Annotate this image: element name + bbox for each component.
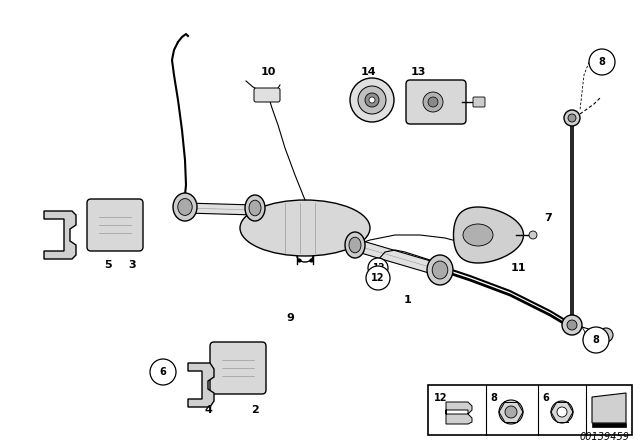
- Bar: [592, 423, 626, 427]
- Circle shape: [366, 266, 390, 290]
- FancyBboxPatch shape: [210, 342, 266, 394]
- Text: 12: 12: [434, 393, 447, 403]
- Text: 1: 1: [404, 295, 412, 305]
- Polygon shape: [592, 393, 626, 423]
- Circle shape: [423, 92, 443, 112]
- Circle shape: [564, 110, 580, 126]
- Circle shape: [428, 97, 438, 107]
- Polygon shape: [454, 207, 524, 263]
- Polygon shape: [446, 402, 472, 424]
- Ellipse shape: [249, 200, 261, 216]
- Ellipse shape: [529, 231, 537, 239]
- Circle shape: [499, 400, 523, 424]
- Text: 12: 12: [372, 263, 384, 272]
- Polygon shape: [188, 363, 214, 407]
- Ellipse shape: [173, 193, 197, 221]
- Text: 6: 6: [159, 367, 166, 377]
- Text: 2: 2: [251, 405, 259, 415]
- Polygon shape: [185, 203, 255, 215]
- Text: 5: 5: [104, 260, 112, 270]
- Circle shape: [557, 407, 567, 417]
- Text: 12: 12: [371, 273, 385, 283]
- Circle shape: [599, 328, 613, 342]
- Circle shape: [358, 86, 386, 114]
- Ellipse shape: [245, 195, 265, 221]
- Circle shape: [369, 97, 375, 103]
- Text: 6: 6: [542, 393, 548, 403]
- Circle shape: [583, 327, 609, 353]
- Text: 9: 9: [286, 313, 294, 323]
- Text: 8: 8: [598, 57, 605, 67]
- Circle shape: [589, 49, 615, 75]
- Text: 13: 13: [410, 67, 426, 77]
- Circle shape: [551, 401, 573, 423]
- Text: 11: 11: [510, 263, 525, 273]
- Circle shape: [350, 78, 394, 122]
- Circle shape: [365, 93, 379, 107]
- FancyBboxPatch shape: [473, 97, 485, 107]
- Text: 14: 14: [360, 67, 376, 77]
- Ellipse shape: [463, 224, 493, 246]
- Circle shape: [505, 406, 517, 418]
- Polygon shape: [44, 211, 76, 259]
- Circle shape: [567, 320, 577, 330]
- Ellipse shape: [240, 200, 370, 256]
- Ellipse shape: [432, 261, 448, 279]
- Text: 10: 10: [260, 67, 276, 77]
- Ellipse shape: [349, 237, 361, 253]
- FancyBboxPatch shape: [254, 88, 280, 102]
- Text: 8: 8: [490, 393, 497, 403]
- Circle shape: [150, 359, 176, 385]
- Text: 8: 8: [593, 335, 600, 345]
- Text: 7: 7: [544, 213, 552, 223]
- Bar: [428, 385, 632, 435]
- Ellipse shape: [345, 232, 365, 258]
- FancyBboxPatch shape: [406, 80, 466, 124]
- Ellipse shape: [427, 255, 453, 285]
- Text: 4: 4: [204, 405, 212, 415]
- Text: 3: 3: [128, 260, 136, 270]
- Circle shape: [562, 315, 582, 335]
- Circle shape: [568, 114, 576, 122]
- Text: 00139459: 00139459: [580, 432, 630, 442]
- Ellipse shape: [178, 198, 192, 215]
- FancyBboxPatch shape: [87, 199, 143, 251]
- Polygon shape: [353, 239, 442, 276]
- Circle shape: [368, 258, 388, 278]
